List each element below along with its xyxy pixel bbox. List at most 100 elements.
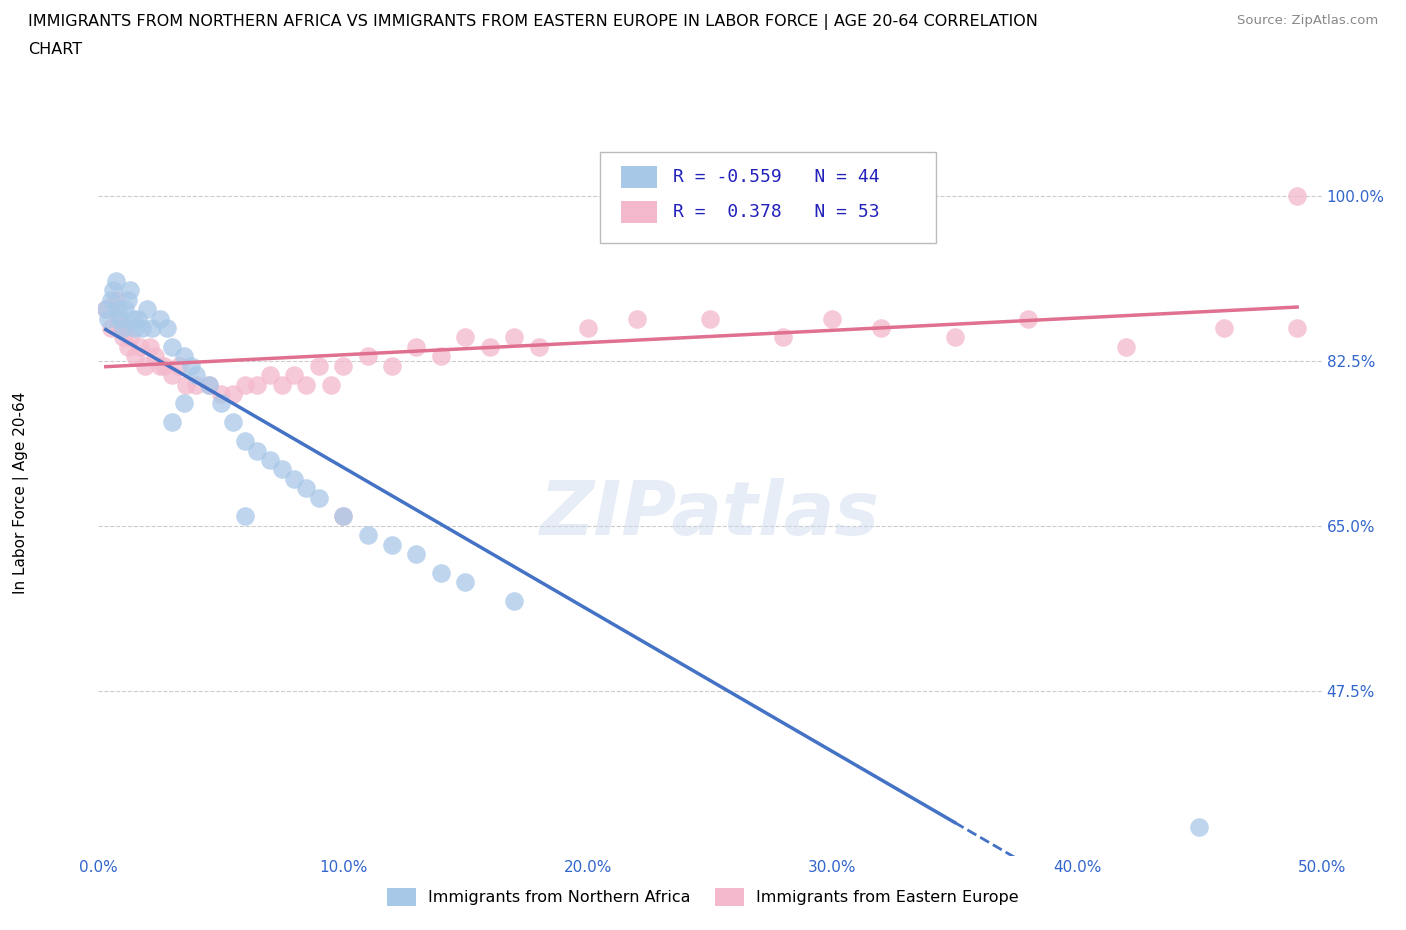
Point [454, 330, 477, 345]
Point [821, 312, 844, 326]
Point [405, 339, 427, 354]
Point [131, 321, 153, 336]
Point [270, 462, 294, 477]
Point [167, 358, 190, 373]
Point [100, 292, 122, 307]
Point [405, 547, 427, 562]
Point [430, 565, 453, 580]
Point [117, 292, 139, 307]
Point [197, 378, 219, 392]
Point [246, 378, 269, 392]
Point [1212, 321, 1234, 336]
Point [209, 387, 232, 402]
Point [1115, 339, 1137, 354]
Point [870, 321, 893, 336]
Point [186, 378, 208, 392]
Point [120, 283, 142, 298]
Point [134, 358, 156, 373]
Point [143, 349, 166, 364]
Point [104, 273, 127, 288]
Point [127, 312, 149, 326]
Point [332, 358, 354, 373]
Point [197, 378, 219, 392]
Point [699, 312, 721, 326]
Text: IMMIGRANTS FROM NORTHERN AFRICA VS IMMIGRANTS FROM EASTERN EUROPE IN LABOR FORCE: IMMIGRANTS FROM NORTHERN AFRICA VS IMMIG… [28, 14, 1038, 30]
Point [149, 312, 172, 326]
Point [100, 321, 122, 336]
Point [153, 358, 176, 373]
Point [97, 312, 120, 326]
Point [94, 301, 117, 316]
Point [222, 415, 245, 430]
Point [356, 528, 378, 543]
Point [1286, 189, 1309, 204]
Point [626, 312, 648, 326]
Point [332, 509, 354, 524]
FancyBboxPatch shape [600, 152, 936, 243]
Point [527, 339, 550, 354]
Point [1286, 321, 1309, 336]
Point [259, 367, 281, 382]
Point [454, 575, 477, 590]
Point [233, 378, 256, 392]
Point [141, 321, 163, 336]
Point [111, 321, 134, 336]
Point [503, 330, 526, 345]
Point [173, 396, 195, 411]
Point [124, 349, 146, 364]
Point [107, 312, 129, 326]
Point [295, 481, 318, 496]
Text: R =  0.378   N = 53: R = 0.378 N = 53 [673, 203, 880, 221]
Point [156, 321, 179, 336]
Point [332, 509, 354, 524]
FancyBboxPatch shape [620, 201, 658, 223]
Point [110, 312, 132, 326]
Point [576, 321, 599, 336]
Point [283, 367, 305, 382]
Point [430, 349, 453, 364]
Point [111, 330, 134, 345]
Point [120, 330, 142, 345]
Point [101, 283, 124, 298]
Point [209, 396, 232, 411]
Point [381, 538, 404, 552]
Point [114, 321, 136, 336]
Point [772, 330, 794, 345]
Point [381, 358, 404, 373]
Point [136, 301, 159, 316]
Point [160, 367, 183, 382]
Point [270, 378, 294, 392]
Y-axis label: In Labor Force | Age 20-64: In Labor Force | Age 20-64 [13, 392, 30, 594]
Point [129, 339, 152, 354]
Text: R = -0.559   N = 44: R = -0.559 N = 44 [673, 168, 880, 186]
Point [246, 443, 269, 458]
Point [1188, 820, 1211, 835]
Text: ZIPatlas: ZIPatlas [540, 478, 880, 551]
Point [124, 321, 146, 336]
Point [319, 378, 342, 392]
Point [308, 358, 330, 373]
Point [478, 339, 501, 354]
Point [233, 433, 256, 448]
Point [94, 301, 117, 316]
Point [160, 339, 183, 354]
Point [222, 387, 245, 402]
Point [1017, 312, 1039, 326]
FancyBboxPatch shape [620, 166, 658, 188]
Point [503, 593, 526, 608]
Point [114, 301, 136, 316]
Point [259, 453, 281, 468]
Point [283, 472, 305, 486]
Point [117, 339, 139, 354]
Point [160, 415, 183, 430]
Point [176, 378, 198, 392]
Point [180, 358, 202, 373]
Point [943, 330, 966, 345]
Point [356, 349, 378, 364]
Point [233, 509, 256, 524]
Legend: Immigrants from Northern Africa, Immigrants from Eastern Europe: Immigrants from Northern Africa, Immigra… [381, 882, 1025, 912]
Text: CHART: CHART [28, 42, 82, 57]
Point [107, 301, 129, 316]
Point [121, 312, 143, 326]
Point [110, 321, 132, 336]
